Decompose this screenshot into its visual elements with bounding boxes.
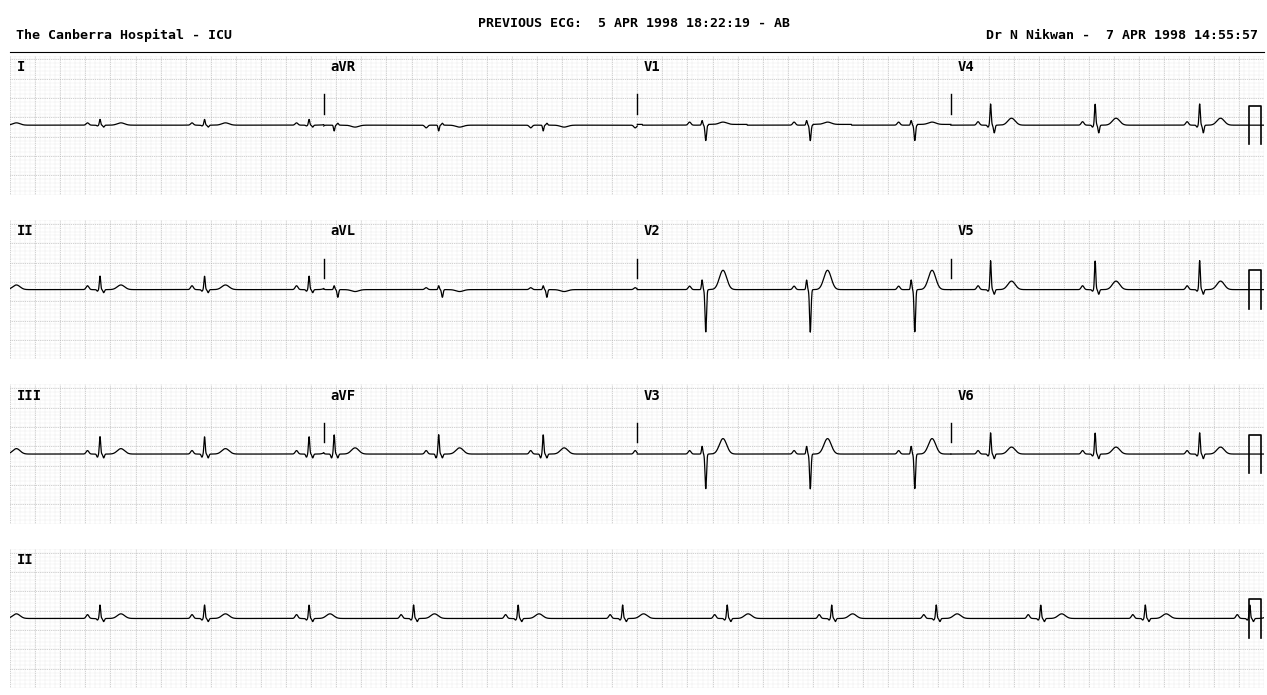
Text: I: I bbox=[16, 60, 25, 74]
Text: V6: V6 bbox=[957, 389, 974, 403]
Text: PREVIOUS ECG:  5 APR 1998 18:22:19 - AB: PREVIOUS ECG: 5 APR 1998 18:22:19 - AB bbox=[478, 17, 789, 31]
Text: V4: V4 bbox=[957, 60, 974, 74]
Text: aVR: aVR bbox=[329, 60, 355, 74]
Text: Dr N Nikwan -  7 APR 1998 14:55:57: Dr N Nikwan - 7 APR 1998 14:55:57 bbox=[986, 29, 1258, 42]
Text: III: III bbox=[16, 389, 42, 403]
Text: aVL: aVL bbox=[329, 224, 355, 238]
Text: II: II bbox=[16, 553, 33, 567]
Text: V5: V5 bbox=[957, 224, 974, 238]
Text: The Canberra Hospital - ICU: The Canberra Hospital - ICU bbox=[16, 29, 232, 42]
Text: II: II bbox=[16, 224, 33, 238]
Text: aVF: aVF bbox=[329, 389, 355, 403]
Text: V2: V2 bbox=[644, 224, 660, 238]
Text: V1: V1 bbox=[644, 60, 660, 74]
Text: V3: V3 bbox=[644, 389, 660, 403]
